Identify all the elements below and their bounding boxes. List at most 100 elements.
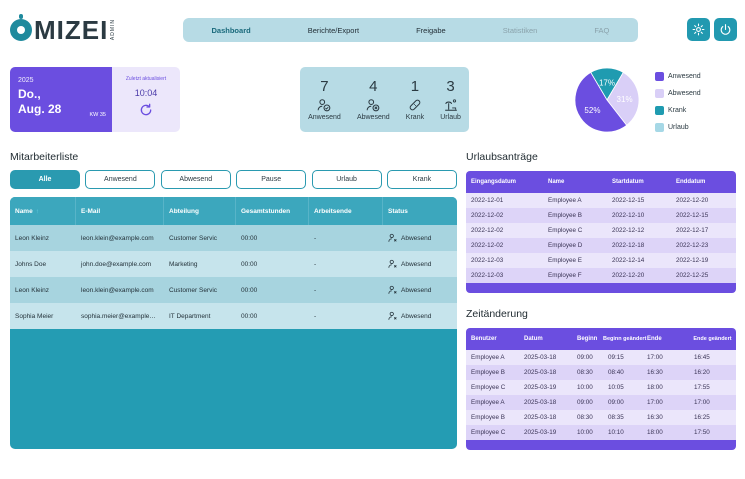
update-panel: Zuletzt aktualisiert 10:04 — [112, 67, 180, 132]
table-row[interactable]: Johns Doe john.doe@example.com Marketing… — [10, 251, 457, 277]
column-header-department[interactable]: Abteilung — [164, 197, 236, 225]
pie-label-anwesend: 52% — [584, 106, 600, 115]
table-row[interactable]: Employee C 2025-03-19 10:00 10:10 18:00 17:50 — [466, 425, 736, 440]
table-row[interactable]: Employee B 2025-03-18 08:30 08:35 16:30 16:25 — [466, 410, 736, 425]
refresh-icon[interactable] — [138, 102, 154, 118]
stat-vacation[interactable]: 3 Urlaub — [440, 78, 461, 121]
pie-slice-anwesend — [574, 71, 628, 133]
user-x-icon — [388, 285, 397, 294]
time-changes-table: Benutzer Datum Beginn Beginn geändert En… — [466, 328, 736, 450]
attendance-pie-chart: 17%31% 52% — [574, 67, 640, 133]
nav-reports-export[interactable]: Berichte/Export — [307, 25, 360, 35]
employee-end: - — [314, 312, 317, 320]
nav-statistics[interactable]: Statistiken — [502, 25, 538, 35]
table-row[interactable]: 2022-12-01 Employee A 2022-12-15 2022-12-20 — [466, 193, 736, 208]
column-header-user[interactable]: Benutzer — [471, 336, 497, 342]
column-header-name[interactable]: Name ↑ — [10, 197, 76, 225]
filter-all[interactable]: Alle — [10, 170, 80, 189]
employee-name: Leon Kleinz — [15, 234, 49, 242]
legend-label: Abwesend — [668, 90, 701, 97]
date-panel: 2025 Do., Aug. 28 KW 35 — [10, 67, 112, 132]
status-filters: Alle Anwesend Abwesend Pause Urlaub Kran… — [10, 170, 457, 189]
column-header-end[interactable]: Enddatum — [676, 179, 706, 185]
filter-sick[interactable]: Krank — [386, 170, 457, 189]
column-header-status[interactable]: Status — [388, 207, 408, 215]
main-nav: Dashboard Berichte/Export Freigabe Stati… — [183, 18, 638, 42]
logout-button[interactable] — [714, 18, 737, 41]
date-card: 2025 Do., Aug. 28 KW 35 Zuletzt aktualis… — [10, 67, 180, 132]
column-header-end-changed[interactable]: Ende geändert — [693, 335, 732, 342]
user-x-icon — [388, 233, 397, 242]
pie-slice-abwesend — [606, 71, 640, 126]
employee-name: Sophia Meier — [15, 312, 54, 320]
employee-end: - — [314, 286, 317, 294]
filter-absent[interactable]: Abwesend — [160, 170, 231, 189]
vacation-table: Eingangsdatum Name Startdatum Enddatum 2… — [466, 171, 736, 293]
beach-icon — [444, 99, 457, 111]
legend-swatch — [655, 72, 664, 81]
nav-faq[interactable]: FAQ — [594, 25, 610, 35]
table-row[interactable]: Leon Kleinz leon.klein@example.com Custo… — [10, 225, 457, 251]
table-row[interactable]: 2022-12-02 Employee C 2022-12-12 2022-12-17 — [466, 223, 736, 238]
employee-status: Abwesend — [383, 311, 457, 321]
employee-department: Customer Servic — [169, 286, 218, 294]
column-header-date[interactable]: Datum — [524, 336, 543, 342]
table-row[interactable]: 2022-12-02 Employee D 2022-12-18 2022-12-23 — [466, 238, 736, 253]
column-header-email[interactable]: E-Mail — [76, 197, 164, 225]
filter-break[interactable]: Pause — [236, 170, 307, 189]
column-header-end[interactable]: Ende — [647, 336, 662, 342]
user-x-icon — [388, 311, 397, 320]
power-icon — [720, 24, 731, 35]
legend-item: Krank — [655, 102, 701, 119]
legend-item: Urlaub — [655, 119, 701, 136]
stat-count: 4 — [369, 78, 378, 95]
sort-up-icon[interactable]: ↑ — [35, 207, 39, 215]
table-row[interactable]: 2022-12-03 Employee F 2022-12-20 2022-12-25 — [466, 268, 736, 283]
nav-approval[interactable]: Freigabe — [416, 25, 446, 35]
stat-label: Abwesend — [356, 114, 390, 121]
stat-present[interactable]: 7 Anwesend — [308, 78, 341, 121]
table-row[interactable]: Employee B 2025-03-18 08:30 08:40 16:30 16:20 — [466, 365, 736, 380]
stat-absent[interactable]: 4 Abwesend — [357, 78, 390, 121]
employee-list-title: Mitarbeiterliste — [10, 151, 79, 163]
settings-button[interactable] — [687, 18, 710, 41]
stat-count: 7 — [320, 78, 329, 95]
legend-swatch — [655, 123, 664, 132]
employee-hours: 00:00 — [241, 234, 258, 242]
pie-legend: Anwesend Abwesend Krank Urlaub — [655, 68, 701, 136]
legend-item: Abwesend — [655, 85, 701, 102]
filter-present[interactable]: Anwesend — [85, 170, 156, 189]
logo: MIZEI ADMIN — [10, 14, 116, 46]
filter-vacation[interactable]: Urlaub — [311, 170, 382, 189]
stat-sick[interactable]: 1 Krank — [406, 78, 424, 121]
employee-status: Abwesend — [383, 259, 457, 269]
gear-icon — [692, 23, 705, 36]
legend-swatch — [655, 106, 664, 115]
table-row[interactable]: Sophia Meier sophia.meier@example… IT De… — [10, 303, 457, 329]
table-row[interactable]: Leon Kleinz leon.klein@example.com Custo… — [10, 277, 457, 303]
table-row[interactable]: Employee C 2025-03-19 10:00 10:05 18:00 17:55 — [466, 380, 736, 395]
table-row[interactable]: Employee A 2025-03-18 09:00 09:15 17:00 16:45 — [466, 350, 736, 365]
employee-status: Abwesend — [383, 285, 457, 295]
column-header-received[interactable]: Eingangsdatum — [471, 179, 517, 185]
column-header-start[interactable]: Beginn — [577, 336, 598, 342]
column-header-name[interactable]: Name — [548, 179, 565, 185]
column-header-end-of-work[interactable]: Arbeitsende — [309, 197, 383, 225]
employee-department: Customer Servic — [169, 234, 218, 242]
employee-hours: 00:00 — [241, 260, 258, 268]
table-row[interactable]: 2022-12-03 Employee E 2022-12-14 2022-12-19 — [466, 253, 736, 268]
table-row[interactable]: Employee A 2025-03-18 09:00 09:00 17:00 17:00 — [466, 395, 736, 410]
attendance-stats: 7 Anwesend 4 Abwesend 1 Krank 3 Urlaub — [300, 67, 469, 132]
logo-text: MIZEI — [34, 14, 109, 45]
date-day: Do., — [18, 87, 41, 101]
column-header-total-hours[interactable]: Gesamtstunden — [236, 197, 309, 225]
table-row[interactable]: 2022-12-02 Employee B 2022-12-10 2022-12-15 — [466, 208, 736, 223]
logo-sub: ADMIN — [110, 19, 117, 41]
pie-label-abwesend: 31% — [617, 95, 633, 104]
date-value: Aug. 28 — [18, 102, 62, 116]
employee-name: Leon Kleinz — [15, 286, 49, 294]
column-header-start-changed[interactable]: Beginn geändert — [603, 335, 647, 342]
employee-email: john.doe@example.com — [81, 260, 152, 268]
column-header-start[interactable]: Startdatum — [612, 179, 644, 185]
nav-dashboard[interactable]: Dashboard — [211, 25, 251, 35]
